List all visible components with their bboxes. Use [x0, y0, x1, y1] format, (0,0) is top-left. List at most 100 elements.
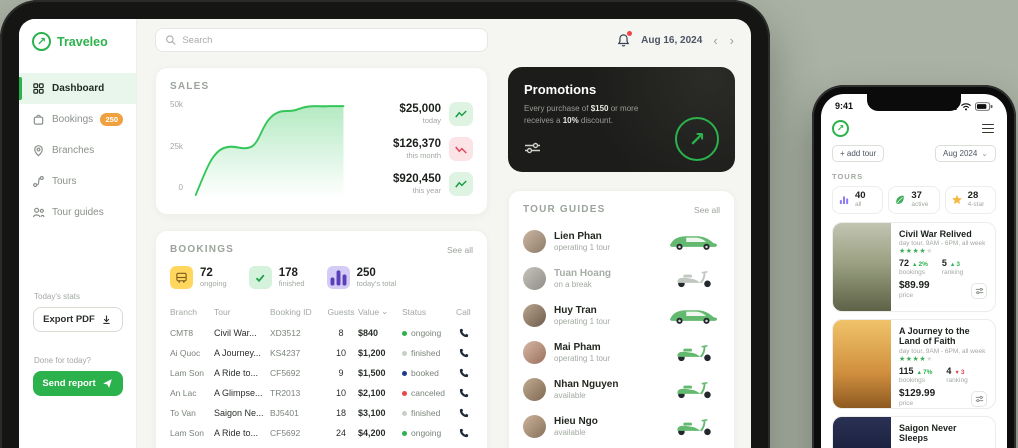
- tours-stat-active[interactable]: 37 active: [888, 186, 940, 214]
- booking-row[interactable]: To Van Saigon Ne... BJ5401 18 $3,100 fin…: [170, 403, 473, 423]
- delta-badge: 2%: [912, 261, 927, 268]
- search-input[interactable]: [182, 34, 478, 46]
- sidebar-item-dashboard[interactable]: Dashboard: [19, 73, 136, 104]
- tours-section-label: TOURS: [832, 172, 864, 181]
- chevron-down-icon: ⌄: [981, 149, 988, 158]
- tour-photo: [833, 416, 891, 448]
- call-button[interactable]: [456, 328, 472, 338]
- cell-tour: A Journey...: [214, 348, 261, 358]
- bookings-count-badge: 250: [100, 113, 123, 126]
- status-text: finished: [411, 408, 441, 418]
- promo-text-pre: Every purchase of: [524, 104, 591, 113]
- dashboard-grid-icon: [33, 83, 44, 94]
- tour-guide-row[interactable]: Tuan Hoang on a break: [523, 260, 720, 297]
- notification-bell-icon[interactable]: [616, 30, 633, 48]
- guide-name: Lien Phan: [554, 231, 602, 243]
- tour-guides-see-all-link[interactable]: See all: [694, 204, 720, 215]
- prev-date-button[interactable]: ‹: [713, 32, 718, 48]
- status-time: 9:41: [835, 101, 854, 111]
- sidebar-item-tours[interactable]: Tours: [19, 166, 136, 197]
- tour-guide-row[interactable]: Mai Pham operating 1 tour: [523, 334, 720, 371]
- sales-y-axis: 50k 25k 0: [170, 100, 183, 198]
- booking-row[interactable]: Lam Son A Ride to... CF5692 24 $4,200 on…: [170, 423, 473, 443]
- search-box[interactable]: [155, 28, 488, 52]
- sidebar-item-bookings[interactable]: Bookings 250: [19, 104, 136, 135]
- call-button[interactable]: [456, 348, 472, 358]
- cell-branch: CMT8: [170, 328, 194, 338]
- sidebar-bottom: Today's stats Export PDF Done for today?…: [19, 292, 136, 416]
- col-value-sort[interactable]: Value ⌄: [358, 306, 402, 317]
- guide-avatar: [523, 230, 546, 253]
- leaf-icon: [896, 195, 905, 204]
- send-report-label: Send report: [42, 378, 96, 389]
- booking-row[interactable]: An Lac A Glimpse... TR2013 10 $2,100 can…: [170, 383, 473, 403]
- menu-icon[interactable]: [980, 122, 996, 136]
- tour-options-button[interactable]: [971, 390, 987, 407]
- promotions-title: Promotions: [524, 82, 597, 97]
- tour-options-button[interactable]: [971, 283, 987, 300]
- status-text: finished: [411, 348, 441, 358]
- col-branch: Branch: [170, 306, 197, 317]
- tour-card[interactable]: A Journey to the Land of Faith day tour,…: [832, 318, 996, 409]
- call-button[interactable]: [456, 368, 472, 378]
- guide-status: available: [554, 390, 586, 400]
- tours-stat-all[interactable]: 40 all: [832, 186, 884, 214]
- summary-label: ongoing: [200, 279, 227, 289]
- booking-row[interactable]: Lam Son A Ride to... CF5692 9 $1,500 boo…: [170, 363, 473, 383]
- add-tour-button[interactable]: + add tour: [832, 145, 885, 162]
- tour-name: A Journey to the Land of Faith: [899, 325, 970, 346]
- guide-avatar: [523, 415, 546, 438]
- table-header: Branch Tour Booking ID Guests Value ⌄ Sta…: [170, 301, 473, 323]
- call-button[interactable]: [456, 428, 472, 438]
- phone-notch: [867, 94, 961, 111]
- tours-stat-4star[interactable]: 28 4-star: [944, 186, 996, 214]
- export-pdf-button[interactable]: Export PDF: [32, 307, 123, 332]
- tour-card[interactable]: Civil War Relived day tour, 9AM - 6PM, a…: [832, 221, 996, 312]
- summary-label: finished: [278, 279, 305, 289]
- guide-avatar: [523, 378, 546, 401]
- status-text: booked: [411, 368, 439, 378]
- guide-status: operating 1 tour: [554, 353, 611, 363]
- sliders-icon[interactable]: [524, 141, 541, 159]
- call-button[interactable]: [456, 388, 472, 398]
- bar-chart-icon: [326, 266, 350, 289]
- guide-name: Nhan Nguyen: [554, 379, 619, 391]
- summary-ongoing: 72 ongoing: [170, 266, 227, 289]
- guide-avatar: [523, 267, 546, 290]
- cell-value: $840: [358, 328, 379, 338]
- tour-schedule: day tour, 9AM - 6PM, all week: [899, 347, 986, 355]
- call-button[interactable]: [456, 408, 472, 418]
- sales-stat-month: $126,370 this month: [357, 137, 473, 161]
- tour-name: Saigon Never Sleeps: [899, 422, 957, 443]
- cell-guests: 10: [335, 348, 346, 358]
- sidebar-item-tour-guides[interactable]: Tour guides: [19, 197, 136, 228]
- tour-guide-row[interactable]: Huy Tran operating 1 tour: [523, 297, 720, 334]
- y-tick: 0: [178, 183, 183, 192]
- next-date-button[interactable]: ›: [729, 32, 734, 48]
- promo-percent: 10%: [562, 115, 579, 125]
- vehicle-image: [666, 306, 720, 326]
- booking-row[interactable]: CMT8 Civil War... XD3512 8 $840 ongoing: [170, 323, 473, 343]
- bookings-title: BOOKINGS: [170, 244, 235, 255]
- stat-label: active: [911, 201, 929, 209]
- tour-guide-row[interactable]: Hieu Ngo available: [523, 408, 720, 445]
- stat-value: 28: [967, 190, 979, 201]
- tour-guide-row[interactable]: Lien Phan operating 1 tour: [523, 223, 720, 260]
- map-pin-icon: [34, 145, 43, 157]
- y-tick: 50k: [170, 100, 183, 109]
- month-select[interactable]: Aug 2024 ⌄: [935, 145, 996, 162]
- send-report-button[interactable]: Send report: [32, 371, 123, 396]
- metric-value: 5: [941, 258, 947, 269]
- tour-cards: Civil War Relived day tour, 9AM - 6PM, a…: [832, 221, 996, 448]
- col-booking-id: Booking ID: [270, 306, 312, 317]
- sidebar-item-branches[interactable]: Branches: [19, 135, 136, 166]
- bookings-see-all-link[interactable]: See all: [447, 244, 473, 255]
- booking-row[interactable]: Ai Quoc A Journey... KS4237 10 $1,200 fi…: [170, 343, 473, 363]
- guide-status: operating 1 tour: [554, 316, 611, 326]
- tour-guide-row[interactable]: Nhan Nguyen available: [523, 371, 720, 408]
- status-dot: [402, 410, 407, 416]
- tour-price: $129.99: [899, 387, 936, 399]
- tour-card[interactable]: Saigon Never Sleeps: [832, 415, 996, 448]
- star-icon: [951, 194, 962, 204]
- cell-guests: 18: [335, 408, 346, 418]
